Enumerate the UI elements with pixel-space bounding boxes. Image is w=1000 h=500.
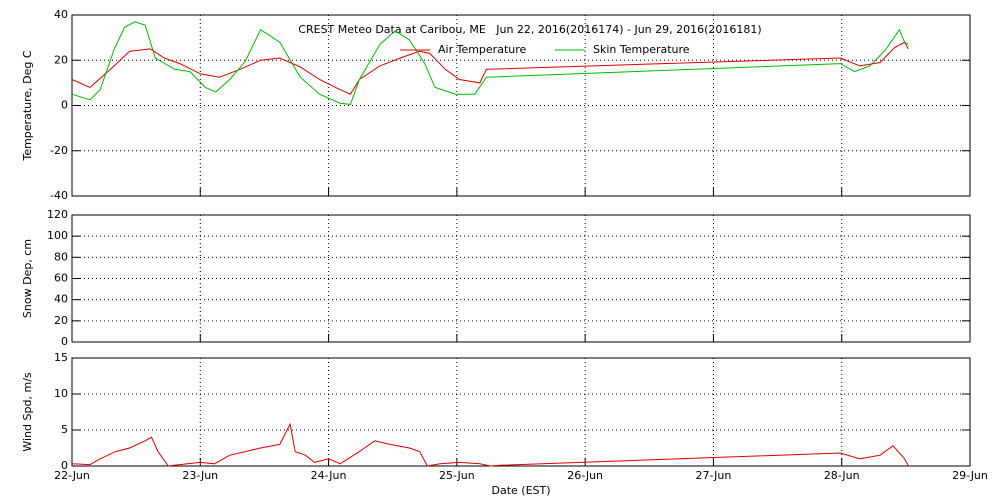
x-tick-label: 27-Jun <box>696 469 732 482</box>
y-tick-label: 15 <box>54 351 68 364</box>
data-line <box>71 422 909 467</box>
y-tick-label: 5 <box>61 423 68 436</box>
x-tick-label: 26-Jun <box>567 469 603 482</box>
y-axis-label: Snow Dep, cm <box>21 239 34 318</box>
plot-frame <box>71 14 971 197</box>
x-tick-label: 28-Jun <box>824 469 860 482</box>
y-tick-label: 20 <box>54 314 68 327</box>
legend-label: Skin Temperature <box>593 43 690 56</box>
data-line <box>71 41 909 95</box>
x-tick-label: 22-Jun <box>54 469 90 482</box>
y-tick-label: 10 <box>54 387 68 400</box>
y-tick-label: 0 <box>61 335 68 348</box>
y-tick-label: -40 <box>50 189 68 202</box>
x-tick-label: 24-Jun <box>311 469 347 482</box>
x-axis-label: Date (EST) <box>491 484 550 497</box>
data-line <box>71 21 909 105</box>
chart-title: CREST Meteo Data at Caribou, ME Jun 22, … <box>298 23 761 36</box>
y-tick-label: 80 <box>54 250 68 263</box>
legend-label: Air Temperature <box>438 43 527 56</box>
y-tick-label: -20 <box>50 144 68 157</box>
x-tick-label: 25-Jun <box>439 469 475 482</box>
x-tick-label: 29-Jun <box>952 469 988 482</box>
x-tick-label: 23-Jun <box>182 469 218 482</box>
y-axis-label: Temperature, Deg C <box>21 50 34 161</box>
y-tick-label: 100 <box>47 229 68 242</box>
plot-frame <box>71 357 971 467</box>
plot-frame <box>71 214 971 343</box>
y-tick-label: 0 <box>61 459 68 472</box>
y-axis-label: Wind Spd, m/s <box>21 372 34 452</box>
y-tick-label: 40 <box>54 8 68 21</box>
y-tick-label: 40 <box>54 293 68 306</box>
y-tick-label: 120 <box>47 208 68 221</box>
y-tick-label: 60 <box>54 272 68 285</box>
y-tick-label: 0 <box>61 99 68 112</box>
y-tick-label: 20 <box>54 53 68 66</box>
